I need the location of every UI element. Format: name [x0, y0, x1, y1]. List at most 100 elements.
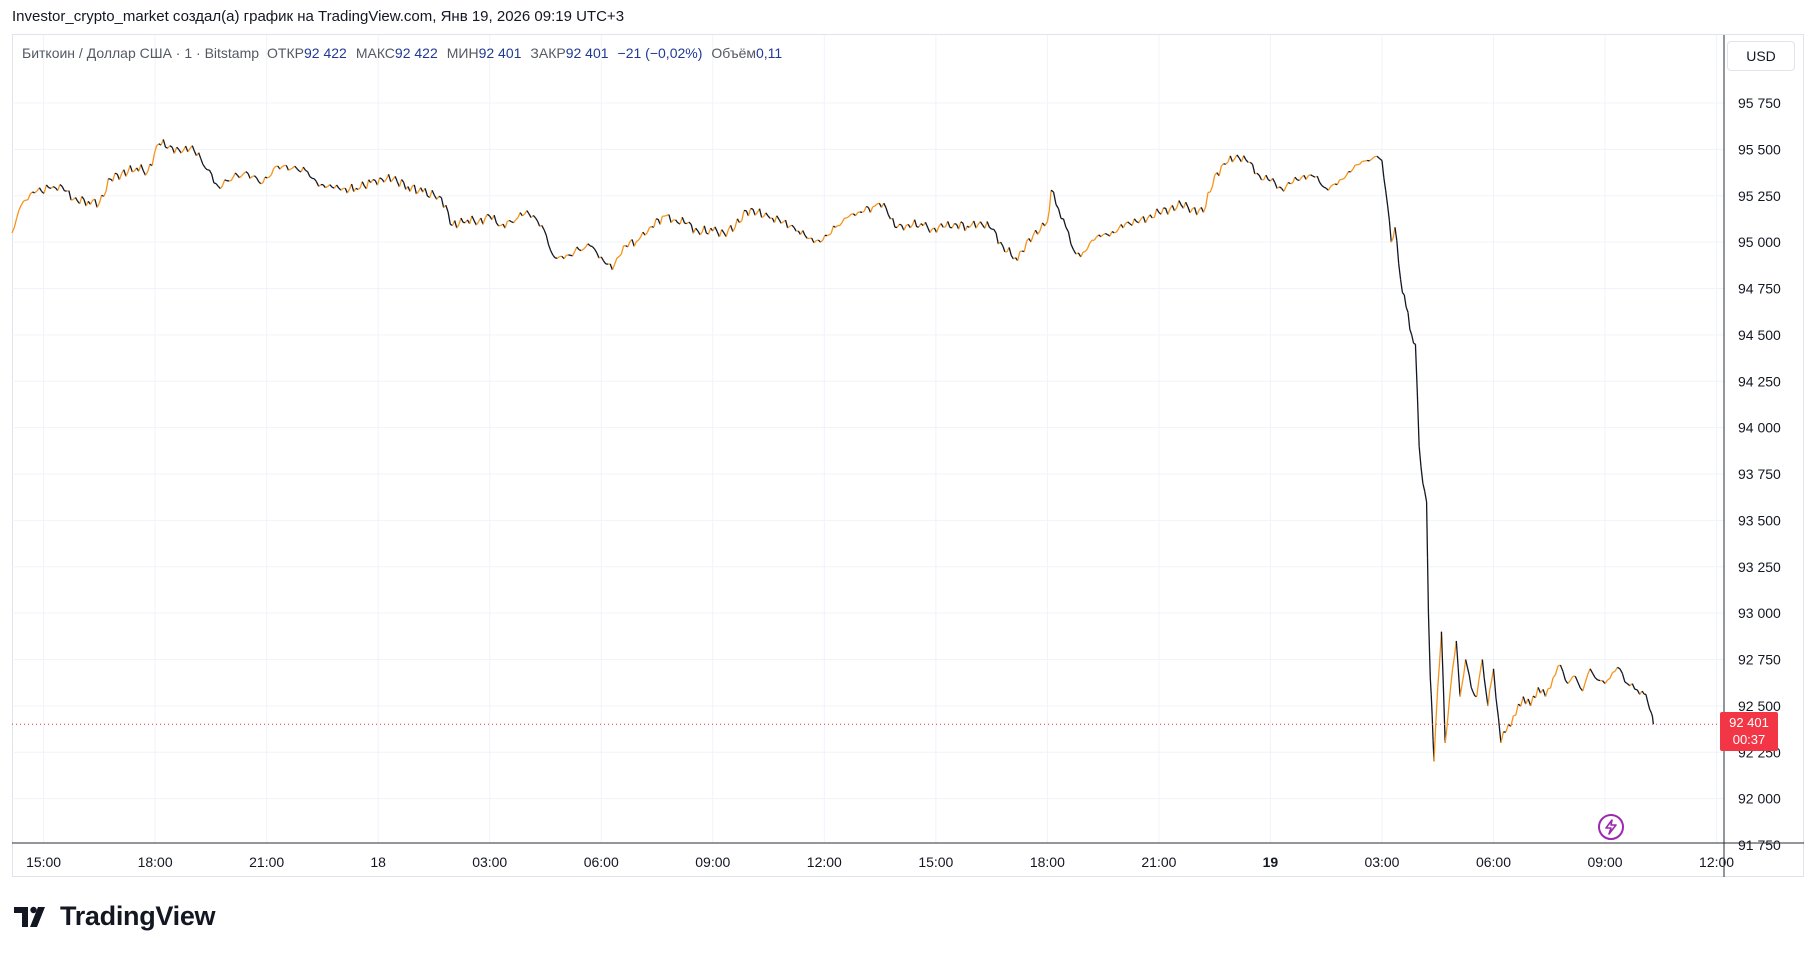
candle-down: [596, 252, 600, 259]
candle-down: [1376, 155, 1380, 159]
candle-up: [318, 184, 322, 187]
candle-down: [178, 149, 182, 154]
candle-up: [1039, 222, 1044, 232]
candle-down: [1062, 218, 1067, 228]
candle-up: [167, 145, 171, 149]
candle-up: [1345, 171, 1350, 176]
candle-down: [420, 187, 424, 193]
candle-up: [725, 229, 730, 237]
candle-down: [1636, 689, 1641, 695]
candle-up: [127, 165, 131, 172]
y-tick-label: 91 750: [1738, 837, 1781, 853]
legend-volume-label: Объём: [711, 45, 756, 61]
candle-down: [519, 212, 523, 217]
candle-up: [929, 228, 933, 233]
candle-up: [118, 173, 123, 180]
candle-down: [1492, 668, 1497, 698]
candle-up: [1451, 656, 1456, 669]
candle-up: [1080, 251, 1084, 258]
candle-down: [675, 219, 679, 224]
candle-up: [239, 175, 243, 179]
candle-up: [517, 212, 521, 218]
candle-down: [954, 222, 957, 226]
candle-down: [1142, 216, 1147, 224]
candle-up: [598, 256, 602, 259]
candle-up: [707, 227, 712, 235]
candle-up: [1339, 178, 1342, 181]
candle-up: [475, 221, 480, 226]
tradingview-logo-icon: [14, 906, 45, 927]
candle-up: [1227, 155, 1231, 163]
candle-up: [1359, 161, 1363, 165]
candle-down: [1388, 220, 1392, 243]
candle-down: [1164, 207, 1169, 215]
candle-up: [646, 227, 651, 233]
candle-down: [202, 164, 206, 169]
currency-button[interactable]: USD: [1727, 41, 1795, 71]
candle-down: [1407, 312, 1411, 330]
candle-up: [1435, 687, 1439, 722]
candle-down: [355, 187, 359, 191]
tradingview-brand[interactable]: TradingView: [14, 900, 216, 932]
candle-down: [1420, 466, 1424, 484]
candle-down: [1312, 175, 1316, 178]
candle-up: [1604, 679, 1609, 684]
candle-up: [1308, 174, 1311, 177]
candle-up: [1138, 218, 1142, 224]
legend-symbol[interactable]: Биткоин / Доллар США · 1 · Bitstamp: [22, 45, 260, 61]
candle-up: [718, 229, 723, 238]
candle-down: [697, 230, 701, 236]
chart-frame[interactable]: [12, 34, 1804, 877]
legend-low-value: 92 401: [478, 45, 522, 61]
last-price-value: 92 401: [1729, 715, 1769, 730]
candle-up: [1513, 714, 1516, 717]
candle-down: [1065, 226, 1070, 233]
chart-author-line: Investor_crypto_market создал(а) график …: [12, 8, 625, 25]
candle-up: [872, 205, 876, 208]
lightning-glyph: [1605, 819, 1617, 835]
candle-down: [1243, 155, 1247, 161]
candle-down: [1619, 668, 1623, 674]
candle-up: [43, 184, 48, 194]
candle-down: [1468, 675, 1472, 688]
candle-down: [1597, 679, 1601, 682]
candle-down: [602, 260, 607, 265]
candle-down: [1105, 232, 1108, 236]
candle-up: [1520, 696, 1524, 707]
brand-name: TradingView: [60, 900, 216, 931]
candle-down: [1559, 664, 1564, 672]
candle-up: [905, 223, 909, 227]
candle-up: [1554, 665, 1559, 675]
lightning-icon[interactable]: [1598, 814, 1624, 840]
candle-up: [125, 171, 129, 177]
candle-down: [142, 170, 147, 176]
candle-up: [484, 213, 489, 219]
candle-down: [578, 248, 582, 252]
candle-up: [340, 187, 344, 191]
candle-down: [1574, 675, 1579, 683]
candle-down: [999, 241, 1004, 247]
candle-down: [528, 213, 532, 219]
candle-down: [986, 221, 990, 228]
candle-down: [129, 165, 133, 173]
legend-volume-value: 0,11: [756, 45, 783, 61]
candle-down: [1055, 204, 1060, 210]
candle-up: [1225, 161, 1229, 165]
candle-up: [653, 218, 657, 228]
candle-down: [61, 186, 65, 192]
candle-up: [699, 231, 703, 236]
candle-down: [1424, 491, 1428, 502]
candle-down: [543, 229, 547, 236]
candle-down: [695, 227, 699, 232]
candle-down: [1430, 694, 1433, 716]
candle-down: [1236, 154, 1240, 159]
candle-up: [23, 199, 27, 202]
candle-up: [1173, 207, 1178, 212]
candle-up: [846, 215, 850, 219]
candle-up: [670, 219, 674, 224]
candle-up: [1582, 682, 1586, 692]
candle-down: [609, 263, 614, 271]
candle-down: [247, 173, 251, 179]
x-tick-label: 15:00: [918, 854, 953, 870]
